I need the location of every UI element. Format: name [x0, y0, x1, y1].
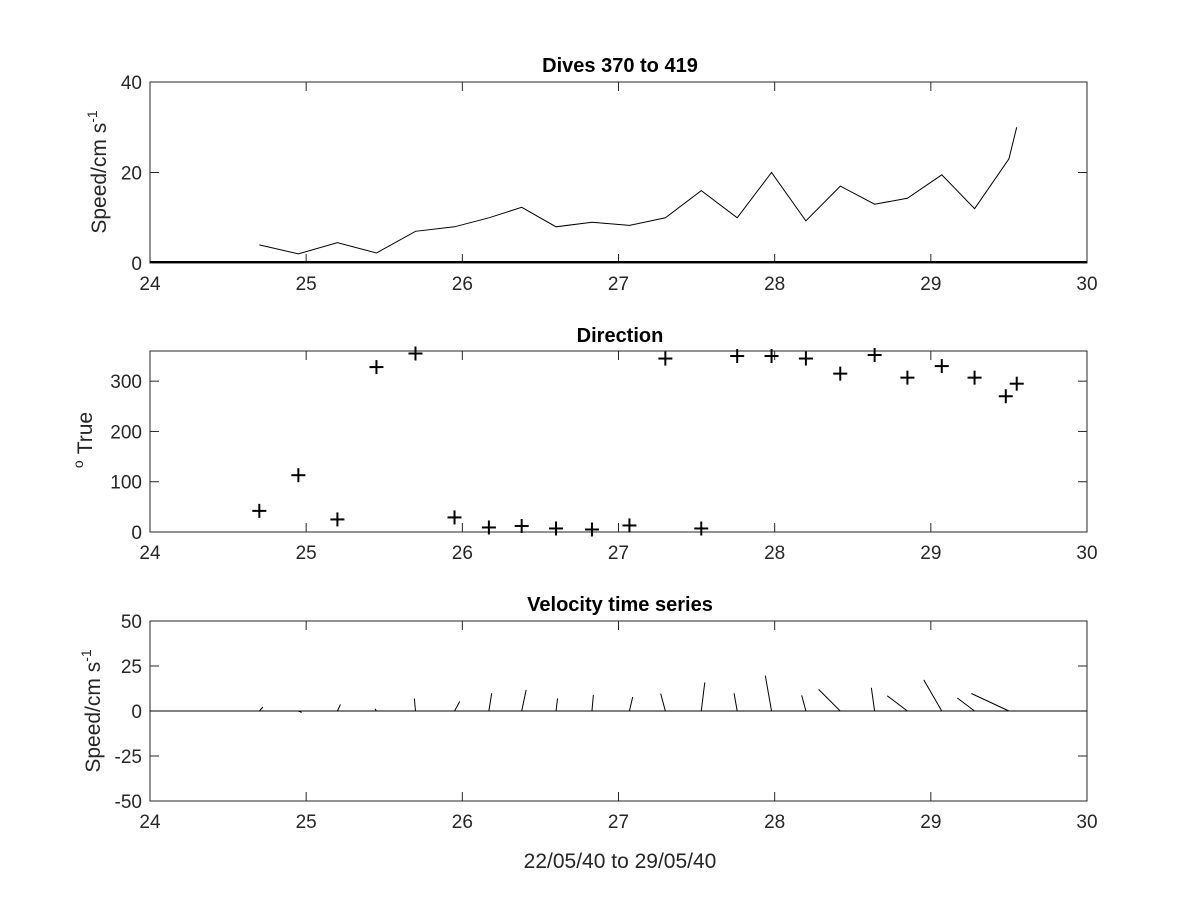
direction-point [967, 370, 982, 385]
speed-x-tick-label: 24 [139, 274, 161, 295]
speed-plot-area [149, 81, 1088, 264]
velocity-stick [818, 689, 841, 712]
speed-series [259, 127, 1018, 255]
velocity-x-tick-label: 27 [608, 812, 629, 833]
speed-x-tick-label: 27 [608, 274, 629, 295]
direction-point [1009, 376, 1024, 391]
direction-y-tick-label: 0 [131, 523, 142, 544]
x-axis-label: 22/05/40 to 29/05/40 [524, 850, 717, 873]
velocity-stick [733, 693, 738, 712]
direction-point [514, 518, 529, 533]
speed-x-tick-label: 30 [1076, 274, 1097, 295]
velocity-x-tick-label: 26 [452, 812, 473, 833]
direction-point [833, 366, 848, 381]
direction-y-tick-label: 100 [110, 473, 142, 494]
direction-point [291, 468, 306, 483]
velocity-panel-title: Velocity time series [527, 594, 713, 616]
direction-y-tick-label: 300 [110, 372, 142, 393]
velocity-y-tick-label: 50 [121, 612, 142, 633]
velocity-y-tick-label: -50 [115, 792, 142, 813]
velocity-stick [374, 708, 377, 712]
direction-point [764, 349, 779, 364]
direction-point [252, 503, 267, 518]
velocity-y-tick-label: 25 [121, 657, 142, 678]
direction-x-tick-label: 30 [1076, 543, 1097, 564]
direction-x-tick-label: 25 [296, 543, 317, 564]
direction-plot-area [149, 350, 1088, 533]
direction-x-tick-label: 24 [139, 543, 161, 564]
velocity-x-tick-label: 25 [296, 812, 317, 833]
velocity-x-tick-label: 24 [139, 812, 161, 833]
velocity-stick [628, 696, 634, 712]
speed-y-tick-label: 40 [121, 73, 142, 94]
direction-x-tick-label: 28 [764, 543, 785, 564]
speed-y-tick-label: 0 [131, 254, 142, 275]
direction-x-tick-label: 26 [452, 543, 473, 564]
velocity-axes-ticks: 24 25 26 27 28 29 30 -50 -25 0 25 50 [115, 612, 1098, 833]
velocity-stick [258, 706, 264, 712]
direction-point [447, 510, 462, 525]
speed-series-line [259, 127, 1018, 255]
velocity-x-tick-label: 29 [920, 812, 941, 833]
velocity-stick [454, 701, 461, 712]
velocity-y-tick-label: -25 [115, 747, 142, 768]
velocity-stick [413, 698, 416, 712]
speed-panel-title: Dives 370 to 419 [542, 55, 698, 77]
direction-point [584, 522, 599, 537]
velocity-stick [700, 682, 706, 712]
direction-point [330, 512, 345, 527]
velocity-stick [870, 687, 876, 712]
direction-series [252, 346, 1024, 537]
velocity-stick [555, 698, 559, 712]
direction-point [867, 348, 882, 363]
direction-y-axis-label: oTrue [70, 412, 97, 468]
direction-point [900, 370, 915, 385]
direction-point [934, 359, 949, 374]
direction-point [658, 351, 673, 366]
speed-x-tick-label: 28 [764, 274, 785, 295]
direction-point [998, 389, 1013, 404]
velocity-stick [957, 697, 975, 712]
speed-x-tick-label: 29 [920, 274, 941, 295]
velocity-stick [886, 695, 908, 712]
speed-panel: Dives 370 to 419 24 25 26 27 28 29 30 0 20 40 Spe… [84, 55, 1098, 295]
direction-x-tick-label: 27 [608, 543, 629, 564]
direction-point [369, 360, 384, 375]
direction-point [549, 521, 564, 536]
direction-panel-title: Direction [577, 325, 664, 347]
direction-point [481, 520, 496, 535]
velocity-stick [591, 694, 594, 712]
velocity-stick [923, 679, 943, 712]
speed-x-tick-label: 26 [452, 274, 473, 295]
velocity-stick [971, 693, 1010, 712]
velocity-stick [660, 693, 666, 712]
velocity-y-axis-label: Speed/cm s-1 [78, 649, 105, 773]
velocity-stick [298, 710, 302, 713]
direction-point [798, 351, 813, 366]
velocity-series [258, 675, 1010, 713]
velocity-stick [336, 704, 341, 712]
speed-axes-ticks: 24 25 26 27 28 29 30 0 20 40 [121, 73, 1098, 295]
velocity-y-tick-label: 0 [131, 702, 142, 723]
velocity-stick [764, 675, 773, 712]
speed-y-tick-label: 20 [121, 164, 142, 185]
direction-point [622, 518, 637, 533]
velocity-x-tick-label: 28 [764, 812, 785, 833]
velocity-stick [521, 689, 527, 712]
speed-y-axis-label: Speed/cm s-1 [84, 110, 111, 234]
direction-point [730, 349, 745, 364]
direction-point [694, 521, 709, 536]
velocity-x-tick-label: 30 [1076, 812, 1097, 833]
velocity-panel: Velocity time series 24 25 26 27 28 29 30 -50 -2… [78, 594, 1098, 833]
velocity-stick [801, 695, 807, 712]
direction-point [408, 346, 423, 361]
speed-x-tick-label: 25 [296, 274, 317, 295]
direction-x-tick-label: 29 [920, 543, 941, 564]
velocity-stick [488, 693, 493, 712]
direction-y-tick-label: 200 [110, 422, 142, 443]
